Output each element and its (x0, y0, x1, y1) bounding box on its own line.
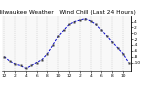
Title: Milwaukee Weather   Wind Chill (Last 24 Hours): Milwaukee Weather Wind Chill (Last 24 Ho… (0, 10, 136, 15)
